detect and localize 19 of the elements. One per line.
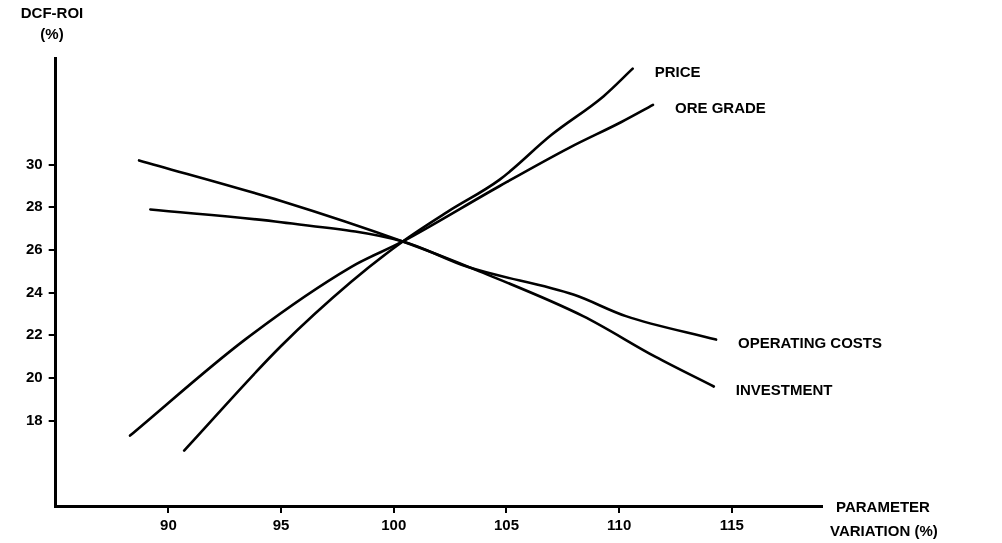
x-tick-label: 115 xyxy=(719,516,744,534)
y-tick-label: 20 xyxy=(26,368,43,386)
x-axis-title: PARAMETER VARIATION (%) xyxy=(830,498,938,540)
series-label: ORE GRADE xyxy=(674,99,766,117)
y-tick-label: 28 xyxy=(26,197,43,215)
x-tick-label: 110 xyxy=(607,516,632,534)
series-label: INVESTMENT xyxy=(735,380,833,398)
x-tick-label: 95 xyxy=(272,516,290,534)
series-label: OPERATING COSTS xyxy=(738,333,882,351)
y-tick-label: 18 xyxy=(26,410,43,428)
x-tick-label: 100 xyxy=(381,516,407,534)
y-tick-label: 22 xyxy=(26,325,43,343)
y-tick-label: 24 xyxy=(26,282,44,300)
x-tick-label: 105 xyxy=(493,516,519,534)
y-axis-title: DCF-ROI (%) xyxy=(20,4,84,43)
y-tick-label: 30 xyxy=(26,154,43,172)
y-tick-label: 26 xyxy=(26,240,43,258)
series-label: PRICE xyxy=(654,62,701,80)
x-tick-label: 90 xyxy=(160,516,177,534)
